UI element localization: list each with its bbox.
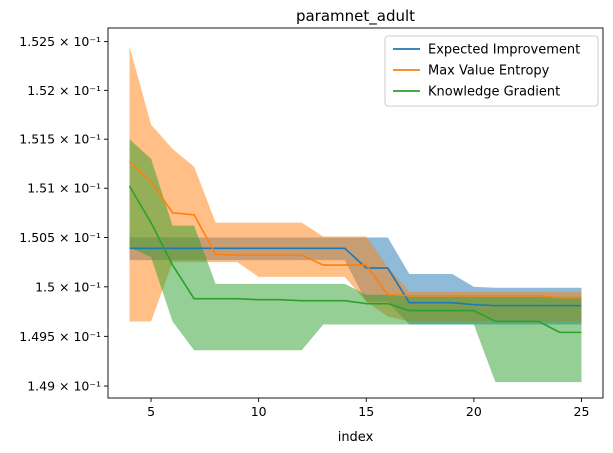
x-tick-label: 10 [251,404,267,419]
series-lines [128,161,582,334]
line-knowledge-gradient [128,185,582,334]
line-expected-improvement [129,247,582,307]
legend: Expected Improvement Max Value Entropy Kno… [384,35,599,107]
confidence-bands [129,46,582,383]
x-axis-label: index [338,430,374,445]
legend-label: Max Value Entropy [428,64,550,79]
band-max-value-entropy [129,46,582,322]
x-axis: 5 10 15 20 25 [147,398,589,419]
x-tick-label: 25 [574,404,590,419]
y-tick-label: 1.515 × 10⁻¹ [19,132,101,147]
x-tick-label: 5 [147,404,155,419]
y-tick-label: 1.495 × 10⁻¹ [19,329,101,344]
y-tick-label: 1.49 × 10⁻¹ [27,379,101,394]
x-tick-label: 20 [466,404,482,419]
y-tick-label: 1.52 × 10⁻¹ [27,83,101,98]
y-tick-label: 1.505 × 10⁻¹ [19,230,101,245]
legend-box [384,35,599,107]
band-knowledge-gradient [129,139,582,383]
line-max-value-entropy [128,161,582,299]
plot-frame [107,27,604,399]
y-axis: 1.49 × 10⁻¹ 1.495 × 10⁻¹ 1.5 × 10⁻¹ 1.505 ×… [19,34,108,394]
y-tick-label: 1.525 × 10⁻¹ [19,34,101,49]
y-tick-label: 1.51 × 10⁻¹ [27,181,101,196]
legend-label: Knowledge Gradient [428,85,560,100]
legend-label: Expected Improvement [428,43,580,58]
y-tick-label: 1.5 × 10⁻¹ [35,279,101,294]
x-tick-label: 15 [358,404,374,419]
chart-title: paramnet_adult [296,7,415,26]
